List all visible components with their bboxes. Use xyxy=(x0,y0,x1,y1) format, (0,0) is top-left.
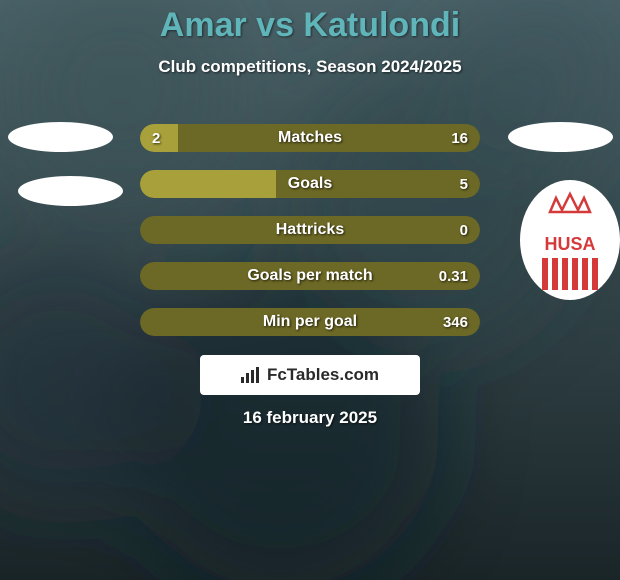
stat-bar-value-right: 346 xyxy=(443,308,468,336)
player-right-silhouette-head xyxy=(508,122,613,152)
stat-bar-row: Goals per match0.31 xyxy=(140,262,480,290)
stat-bar-row: Goals5 xyxy=(140,170,480,198)
stat-bar-value-right: 0 xyxy=(460,216,468,244)
page-title: Amar vs Katulondi xyxy=(0,0,620,45)
stat-bar-row: Matches2 16 xyxy=(140,124,480,152)
stats-bars-container: Matches2 16 Goals5 Hattricks0 Goals per matc… xyxy=(140,124,480,354)
stat-bar-value-right: 5 xyxy=(460,170,468,198)
stat-bar-value-left: 2 xyxy=(152,124,160,152)
svg-text:HUSA: HUSA xyxy=(544,234,595,254)
brand-badge: FcTables.com xyxy=(200,355,420,395)
page-subtitle: Club competitions, Season 2024/2025 xyxy=(0,57,620,77)
stat-bar-label: Goals xyxy=(140,170,480,198)
stat-bar-row: Hattricks0 xyxy=(140,216,480,244)
date-label: 16 february 2025 xyxy=(0,408,620,428)
stat-bar-value-right: 0.31 xyxy=(439,262,468,290)
stat-bar-label: Min per goal xyxy=(140,308,480,336)
player-left-silhouette-body xyxy=(18,176,123,206)
stat-bar-label: Matches xyxy=(140,124,480,152)
club-logo-right: HUSA xyxy=(520,180,620,300)
brand-bars-icon xyxy=(241,367,261,383)
stat-bar-label: Goals per match xyxy=(140,262,480,290)
player-left-silhouette-head xyxy=(8,122,113,152)
stat-bar-row: Min per goal346 xyxy=(140,308,480,336)
brand-text: FcTables.com xyxy=(267,365,379,385)
stat-bar-value-right: 16 xyxy=(451,124,468,152)
stat-bar-label: Hattricks xyxy=(140,216,480,244)
